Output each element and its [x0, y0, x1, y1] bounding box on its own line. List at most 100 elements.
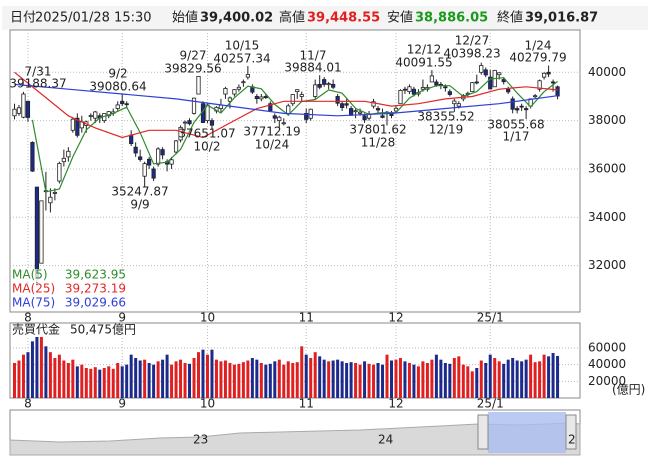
- volume-bar: [452, 358, 456, 398]
- candle-body: [187, 120, 192, 125]
- volume-bar: [228, 363, 232, 398]
- candle-body: [443, 86, 448, 89]
- volume-bar: [484, 363, 488, 398]
- navigator-selection[interactable]: [488, 412, 566, 453]
- annotation-value: 37801.62: [349, 123, 406, 137]
- candle-body: [555, 86, 560, 97]
- candle-body: [151, 168, 156, 179]
- candle-body: [479, 65, 484, 73]
- annotation-value: 38055.68: [487, 118, 544, 132]
- header-value: 39,448.55: [307, 11, 380, 26]
- volume-bar: [502, 363, 506, 398]
- volume-bar: [273, 361, 277, 398]
- header-value: 2025/01/28 15:30: [35, 11, 152, 26]
- navigator-handle[interactable]: [477, 414, 489, 450]
- volume-bar: [529, 354, 533, 398]
- annotation-date: 9/2: [108, 67, 127, 81]
- volume-bar: [89, 368, 93, 398]
- annotation-value: 35247.87: [111, 185, 168, 199]
- volume-bar: [363, 361, 367, 398]
- header-value: 38,886.05: [415, 11, 488, 26]
- x-tick-label: 12: [388, 311, 403, 325]
- volume-bar: [84, 368, 88, 398]
- candle-body: [156, 148, 161, 165]
- candle-body: [407, 86, 412, 93]
- volume-bar: [407, 363, 411, 398]
- candle-body: [16, 107, 22, 114]
- candle-body: [268, 103, 273, 112]
- candle-body: [178, 126, 183, 141]
- volume-bar: [259, 363, 263, 398]
- navigator-label: 23: [193, 433, 208, 447]
- legend-bg: [11, 269, 129, 282]
- volume-bar: [268, 363, 272, 398]
- volume-bar: [434, 354, 438, 398]
- volume-bar: [98, 369, 102, 398]
- candle-body: [510, 98, 515, 110]
- annotation-value: 40279.79: [509, 51, 566, 65]
- candle-body: [21, 93, 26, 118]
- candle-body: [497, 72, 502, 76]
- ma-line: [14, 83, 558, 117]
- ma-line: [14, 71, 558, 139]
- annotation-value: 37712.19: [243, 125, 300, 139]
- volume-bar: [425, 363, 429, 398]
- candle-body: [393, 107, 399, 112]
- candle-body: [88, 115, 93, 117]
- candle-body: [259, 96, 264, 100]
- volume-bar: [125, 364, 129, 398]
- volume-bar: [416, 366, 420, 398]
- candle-body: [429, 75, 434, 83]
- volume-bar: [75, 366, 79, 398]
- candle-body: [550, 81, 556, 84]
- x-tick-label: 25/1: [477, 397, 504, 411]
- volume-bar: [147, 363, 151, 398]
- candle-body: [434, 81, 439, 86]
- volume-bar: [134, 358, 138, 398]
- candle-body: [452, 100, 457, 105]
- volume-bar: [197, 352, 201, 398]
- volume-bar: [138, 360, 142, 398]
- annotation-value: 40091.55: [395, 56, 452, 70]
- volume-bar: [551, 353, 555, 398]
- annotation-date: 9/27: [180, 49, 207, 63]
- volume-bar: [475, 368, 479, 398]
- candle-body: [411, 88, 417, 95]
- candle-body: [66, 150, 71, 158]
- x-tick-label: 9: [118, 311, 126, 325]
- candle-body: [474, 81, 479, 84]
- candle-body: [501, 79, 506, 83]
- navigator-handle[interactable]: [565, 414, 577, 450]
- candle-body: [304, 112, 309, 120]
- y-tick-label: 34000: [588, 210, 626, 224]
- y-tick-label: 40000: [588, 65, 626, 79]
- candle-body: [317, 83, 322, 88]
- annotation-date: 11/28: [361, 136, 396, 150]
- annotation-date: 10/24: [255, 138, 290, 152]
- volume-bar: [246, 360, 250, 398]
- volume-bar: [170, 364, 174, 398]
- x-tick-label: 12: [388, 397, 403, 411]
- header-label: 高値: [279, 10, 305, 26]
- candle-body: [241, 81, 246, 84]
- candle-body: [124, 103, 129, 106]
- volume-bar: [156, 361, 160, 398]
- volume-bar: [461, 364, 465, 398]
- annotation-date: 1/24: [525, 39, 552, 53]
- candle-body: [160, 149, 165, 156]
- volume-bar: [367, 363, 371, 398]
- candle-body: [30, 141, 35, 172]
- volume-bar: [506, 359, 510, 398]
- header-label: 始値: [172, 10, 198, 26]
- header-bar: [2, 6, 648, 30]
- volume-bar: [183, 363, 187, 398]
- volume-bar: [255, 359, 259, 398]
- candle-body: [70, 118, 75, 131]
- volume-bar: [358, 364, 362, 398]
- volume-panel: [9, 322, 581, 399]
- volume-bar: [538, 361, 542, 398]
- header-label: 日付: [10, 11, 36, 26]
- candle-body: [34, 186, 40, 280]
- navigator-label: 24: [378, 433, 393, 447]
